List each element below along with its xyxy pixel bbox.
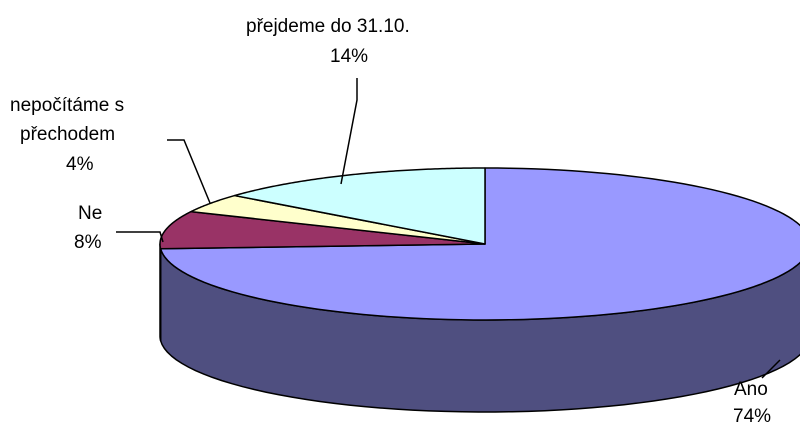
leader-ne (116, 231, 164, 243)
pie-tops (159, 167, 800, 321)
slice-label-nepocitame-line2: přechodem (20, 124, 115, 145)
slice-value-prejdeme: 14% (330, 46, 368, 67)
slice-label-nepocitame-line1: nepočítáme s (10, 95, 124, 116)
slice-label-prejdeme: přejdeme do 31.10. (246, 16, 410, 37)
leader-lines (116, 78, 781, 379)
leader-nepocitame (167, 139, 211, 204)
slice-value-nepocitame: 4% (66, 154, 94, 175)
leader-ano (761, 359, 781, 379)
slice-top-1 (159, 210, 486, 250)
slice-top-3 (233, 167, 486, 245)
slice-value-ne: 8% (74, 232, 102, 253)
leader-prejdeme (340, 78, 358, 185)
slice-label-ne: Ne (78, 203, 102, 224)
slice-top-0 (159, 167, 800, 321)
slice-side-1 (159, 243, 162, 342)
slice-label-ano: Ano (734, 379, 768, 400)
slice-top-2 (190, 194, 486, 245)
slice-value-ano: 74% (733, 406, 771, 425)
